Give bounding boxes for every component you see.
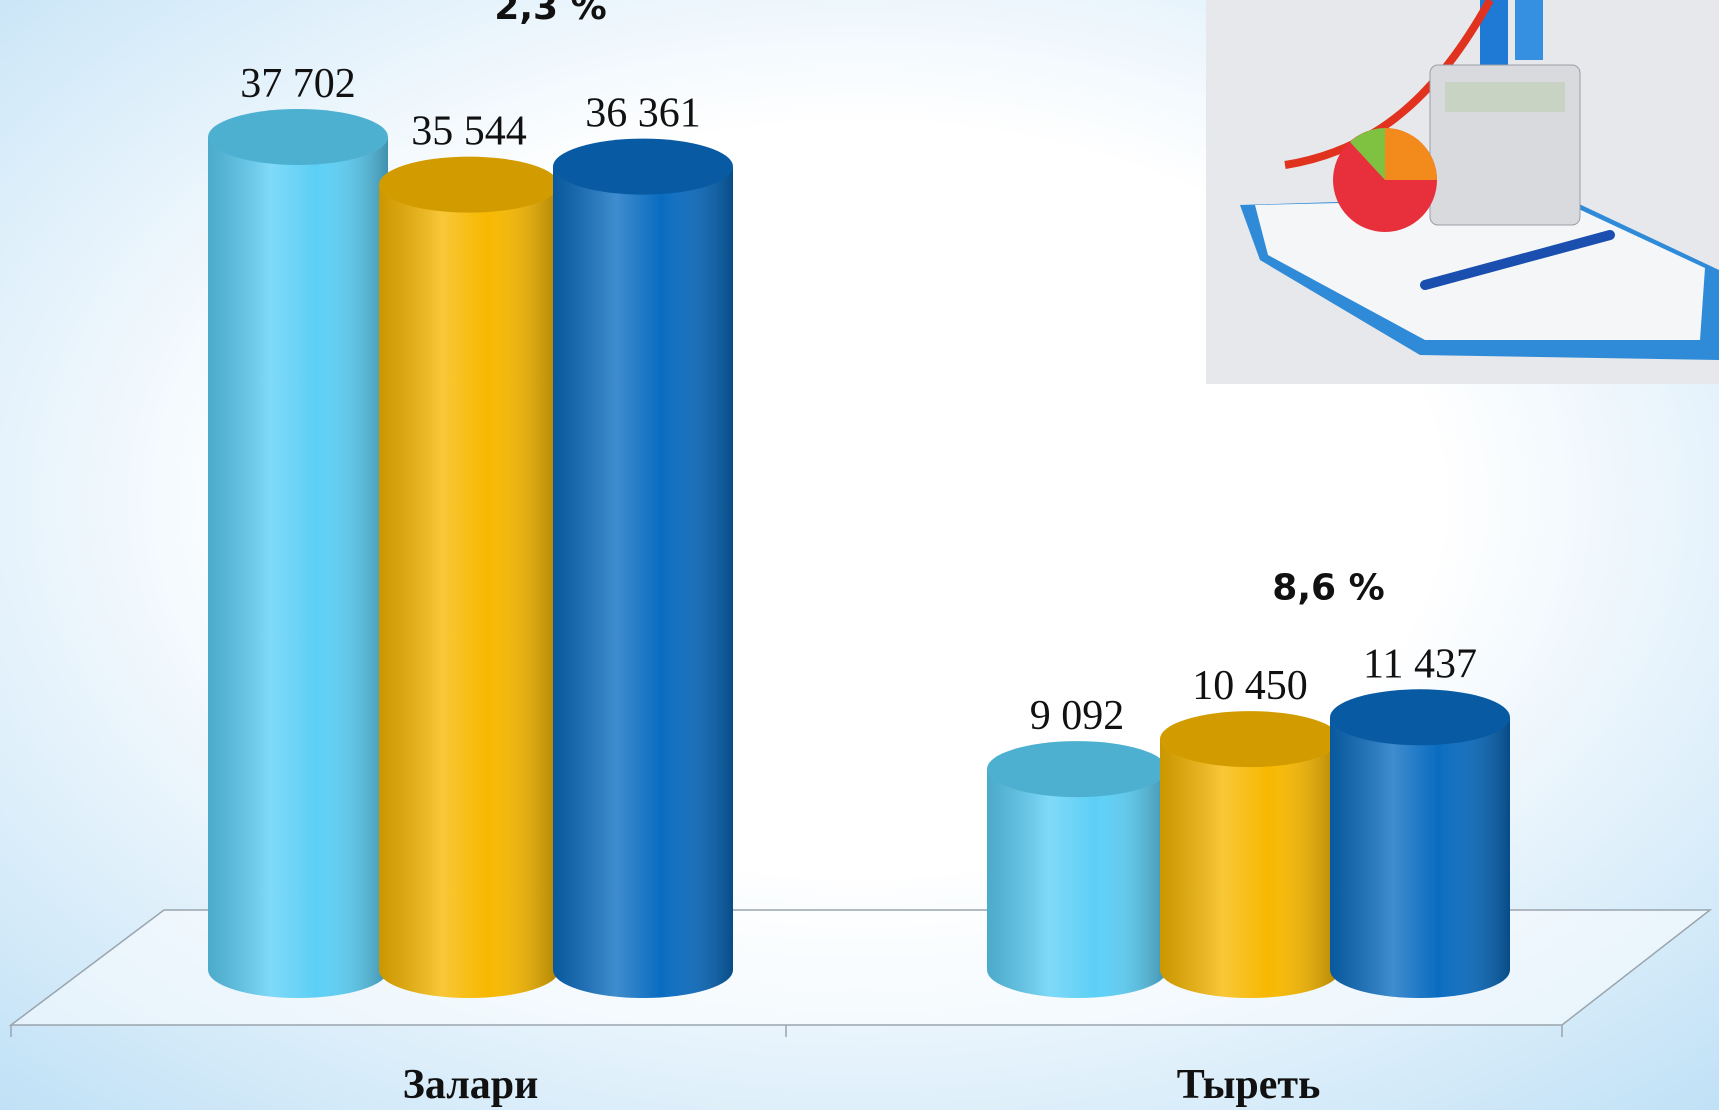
cylinder-top	[1160, 711, 1340, 768]
cylinder-shade	[1160, 739, 1340, 998]
category-label: Залари	[403, 1062, 539, 1108]
cylinder-shade	[208, 137, 388, 998]
cylinder-top-shade	[1330, 689, 1510, 746]
inset-picture	[1206, 0, 1719, 384]
calculator-screen	[1445, 82, 1565, 112]
value-label: 35 544	[411, 109, 527, 155]
cylinder	[379, 156, 559, 998]
value-label: 9 092	[1030, 693, 1125, 739]
cylinder-top-shade	[1160, 711, 1340, 768]
cylinder	[553, 138, 733, 998]
cylinder	[1160, 711, 1340, 998]
cylinder	[208, 109, 388, 998]
cylinder-top	[208, 109, 388, 165]
value-label: 10 450	[1192, 663, 1308, 709]
cylinder-top	[987, 741, 1167, 798]
category-label: Тыреть	[1177, 1062, 1321, 1108]
cylinder-top-shade	[379, 156, 559, 213]
value-label: 11 437	[1363, 641, 1477, 687]
pie-icon-slice	[1385, 128, 1437, 180]
cylinder	[987, 741, 1167, 998]
cylinder-shade	[1330, 717, 1510, 998]
annotation: 2,3 %	[494, 0, 606, 28]
cylinder	[1330, 689, 1510, 998]
cylinder-shade	[553, 166, 733, 998]
cylinder-shade	[987, 769, 1167, 998]
pie-icon-slice	[1350, 128, 1385, 180]
cylinder-top-shade	[987, 741, 1167, 798]
cylinder-top-shade	[553, 138, 733, 195]
pen	[1420, 230, 1615, 290]
cylinder-top	[1330, 689, 1510, 746]
bar-icon	[1515, 0, 1543, 60]
annotation: 8,6 %	[1272, 567, 1384, 608]
cylinder-top	[379, 156, 559, 213]
value-label: 37 702	[240, 61, 356, 107]
cylinder-shade	[379, 184, 559, 998]
trend-line	[1284, 0, 1494, 169]
cylinder-top-shade	[208, 109, 388, 165]
value-label: 36 361	[585, 91, 701, 137]
cylinder-top	[553, 138, 733, 195]
